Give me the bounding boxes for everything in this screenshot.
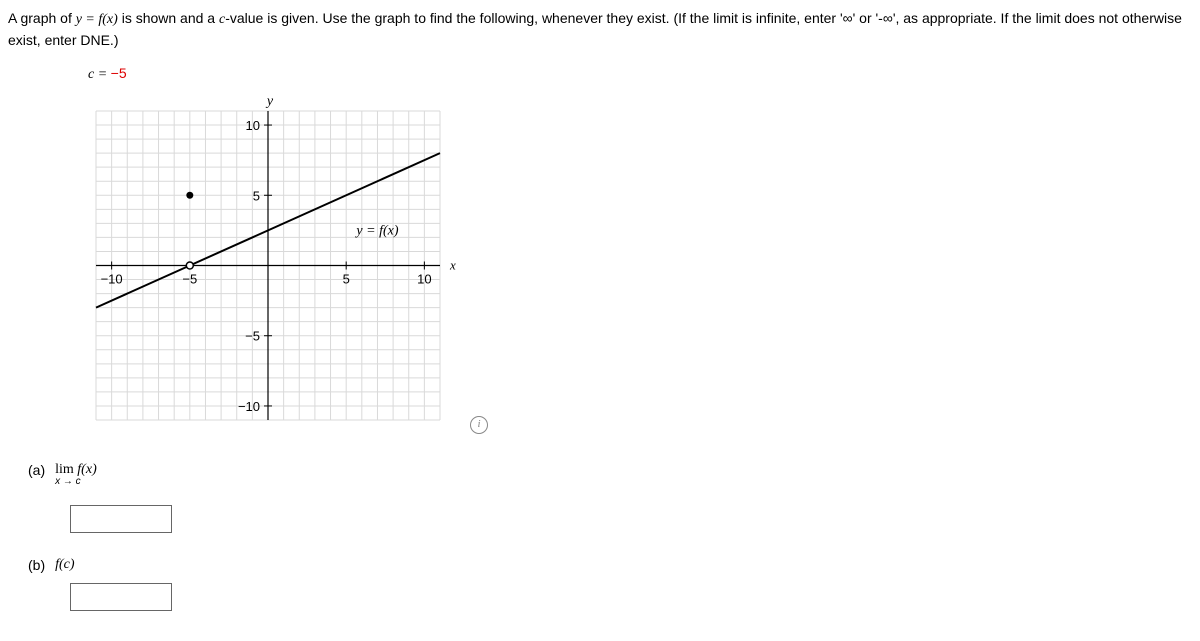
chart: −10 −5 5 10 10 5 −5 −10 x y y = f(x) <box>78 93 458 438</box>
svg-text:−10: −10 <box>238 399 260 414</box>
qa-fn: f(x) <box>74 462 97 477</box>
svg-text:x: x <box>449 258 456 273</box>
c-rhs: −5 <box>111 65 127 81</box>
intro-mid: is shown and a <box>118 10 219 26</box>
problem-statement: A graph of y = f(x) is shown and a c-val… <box>8 8 1192 51</box>
answer-input-a[interactable] <box>70 505 172 533</box>
svg-text:−5: −5 <box>245 329 260 344</box>
svg-text:−5: −5 <box>182 272 197 287</box>
svg-text:y: y <box>265 94 274 109</box>
lim-text: lim <box>55 462 74 477</box>
svg-text:5: 5 <box>253 188 260 203</box>
intro-prefix: A graph of <box>8 10 76 26</box>
svg-text:−10: −10 <box>101 272 123 287</box>
graph-container: −10−5510105−5−10xyy = f(x) i <box>78 93 458 438</box>
equation: y = f(x) <box>76 12 118 27</box>
c-lhs: c = <box>88 67 111 82</box>
qb-label: (b) <box>28 557 45 573</box>
qb-fn: f(c) <box>55 557 74 573</box>
info-icon[interactable]: i <box>470 416 488 434</box>
question-a: (a) lim f(x) x → c <box>28 462 1192 533</box>
qa-label: (a) <box>28 462 45 478</box>
c-value-line: c = −5 <box>88 65 1192 83</box>
svg-text:5: 5 <box>343 272 350 287</box>
limit-expression: lim f(x) x → c <box>55 462 97 487</box>
svg-text:y = f(x): y = f(x) <box>354 224 398 239</box>
question-b: (b) f(c) <box>28 557 1192 611</box>
svg-text:10: 10 <box>246 118 260 133</box>
answer-input-b[interactable] <box>70 583 172 611</box>
svg-text:10: 10 <box>417 272 431 287</box>
